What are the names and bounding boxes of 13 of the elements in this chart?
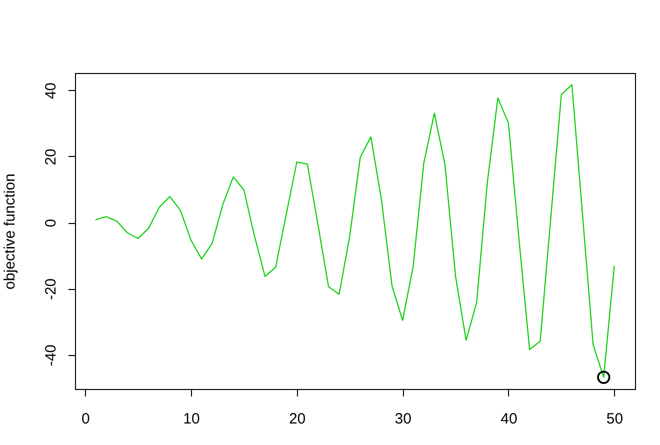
x-tick-label: 40 [500,410,518,428]
x-tick-label: 10 [183,410,200,428]
y-tick-label: -40 [42,344,60,366]
y-tick-label: -20 [42,278,60,300]
y-axis-title: objective function [2,174,18,290]
y-tick-label: 40 [42,82,60,100]
x-tick-label: 0 [81,410,90,428]
y-tick-label: 0 [42,218,60,228]
line-series [95,84,615,378]
x-tick-label: 20 [288,410,306,428]
x-tick-label: 50 [606,410,624,428]
y-tick-label: 20 [42,148,60,166]
x-tick-label: 30 [394,410,412,428]
